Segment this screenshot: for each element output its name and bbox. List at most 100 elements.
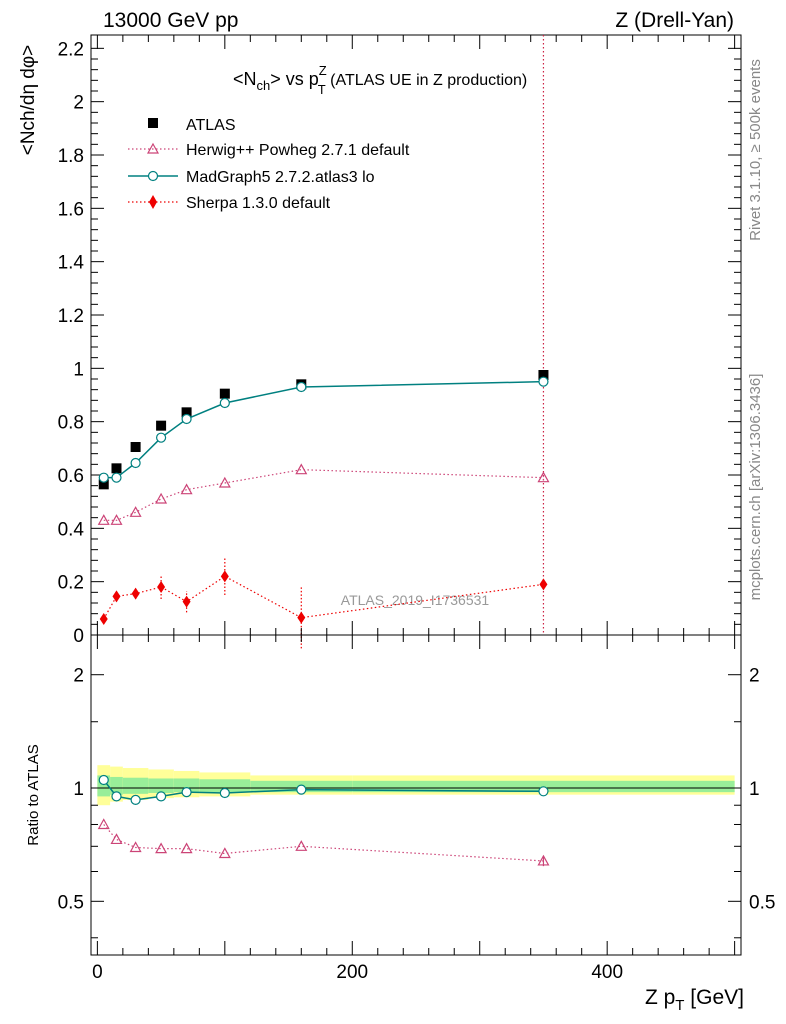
header-right: Z (Drell-Yan) xyxy=(615,9,734,32)
x-tick-label: 400 xyxy=(591,962,623,983)
legend-marker-atlas xyxy=(148,118,158,128)
rivet-label: Rivet 3.1.10, ≥ 500k events xyxy=(747,59,764,241)
madgraph-point xyxy=(111,472,122,483)
madgraph-point xyxy=(130,457,141,469)
ratio-y-axis: 0.5 0.5 1 1 2 2 xyxy=(58,666,775,939)
atlas-point xyxy=(156,420,167,431)
herwig-point xyxy=(97,818,110,830)
herwig-point xyxy=(218,847,231,859)
ratio-y-label: Ratio to ATLAS xyxy=(25,744,42,845)
series-line xyxy=(103,380,544,479)
main-ytick-label: 2 xyxy=(73,93,84,114)
title-ch: ch xyxy=(257,78,271,93)
band-green xyxy=(110,776,123,795)
ratio-ytick-label: 0.5 xyxy=(58,892,84,913)
main-ytick-label: 2.2 xyxy=(58,39,84,60)
watermark: ATLAS_2019_I1736531 xyxy=(341,592,490,608)
x-axis-label: Z pT [GeV] xyxy=(645,986,744,1014)
atlas-point xyxy=(181,407,192,418)
madgraph-point xyxy=(219,787,230,799)
herwig-point xyxy=(97,514,110,525)
madgraph-point xyxy=(98,774,109,786)
title-n: <N xyxy=(233,69,257,89)
sherpa-point xyxy=(297,611,306,624)
atlas-point xyxy=(98,479,109,490)
band-green xyxy=(199,779,251,793)
madgraph-point xyxy=(181,413,192,425)
ratio-series-group xyxy=(97,774,550,867)
sherpa-point xyxy=(112,590,121,603)
madgraph-point xyxy=(219,397,230,409)
main-y-label: <Nch/dη dφ> xyxy=(18,45,39,156)
main-ytick-label: 0.6 xyxy=(58,466,84,487)
watermark-group: ATLAS_2019_I1736531 xyxy=(341,592,490,608)
main-ytick-label: 1.6 xyxy=(58,199,84,220)
madgraph-point xyxy=(538,786,549,797)
herwig-point xyxy=(537,854,550,866)
madgraph-point xyxy=(296,381,307,393)
legend-label-herwig: Herwig++ Powheg 2.7.1 default xyxy=(186,142,410,159)
herwig-point xyxy=(537,471,550,483)
herwig-point xyxy=(218,476,231,488)
series-line xyxy=(103,469,544,521)
legend-marker-madgraph xyxy=(147,170,159,182)
legend-label-madgraph: MadGraph5 2.7.2.atlas3 lo xyxy=(186,169,375,186)
madgraph-point xyxy=(155,791,167,802)
herwig-point xyxy=(295,463,308,475)
ratio-ytick-label: 1 xyxy=(73,779,84,800)
herwig-point xyxy=(110,514,123,525)
main-y-axis: 0 0.2 0.4 0.6 0.8 1 1.2 1.4 1.6 1.8 2 2.2 xyxy=(58,39,741,647)
band-green xyxy=(173,778,200,793)
xlabel-b: [GeV] xyxy=(684,986,744,1009)
madgraph-point xyxy=(130,794,141,805)
title-sub: T xyxy=(318,82,326,97)
main-ytick-label: 1.4 xyxy=(58,253,85,274)
atlas-point xyxy=(111,463,122,474)
madgraph-point xyxy=(155,432,167,443)
ratio-panel-frame xyxy=(90,634,742,956)
sherpa-point xyxy=(131,587,140,600)
ratio-series-line xyxy=(103,824,544,862)
main-ytick-label: 1.2 xyxy=(58,306,84,327)
title-vs: > vs p xyxy=(270,69,319,89)
madgraph-point xyxy=(296,784,307,795)
legend-label-atlas: ATLAS xyxy=(186,117,236,134)
sherpa-point xyxy=(157,581,166,593)
band-green xyxy=(122,777,149,794)
x-tick-label: 200 xyxy=(336,962,368,983)
madgraph-point xyxy=(111,791,122,802)
sherpa-point xyxy=(539,578,548,591)
legend-label-sherpa: Sherpa 1.3.0 default xyxy=(186,195,331,212)
madgraph-point xyxy=(181,787,192,798)
legend: ATLAS Herwig++ Powheg 2.7.1 default MadG… xyxy=(128,117,410,212)
main-ytick-label: 1 xyxy=(73,359,84,380)
sherpa-point xyxy=(220,570,229,583)
x-axis: 0 200 400 xyxy=(92,35,736,983)
herwig-point xyxy=(129,841,142,853)
main-title: <Nch> vs pZ T (ATLAS UE in Z production) xyxy=(233,63,527,97)
ratio-ytick-label: 2 xyxy=(73,666,84,687)
main-ytick-label: 0.2 xyxy=(58,573,84,594)
legend-marker-herwig xyxy=(146,142,160,154)
herwig-point xyxy=(110,833,123,845)
madgraph-point xyxy=(98,472,109,483)
header-left: 13000 GeV pp xyxy=(103,9,238,32)
atlas-point xyxy=(219,388,230,399)
herwig-point xyxy=(155,842,168,854)
sherpa-point xyxy=(99,613,108,625)
xlabel-a: Z p xyxy=(645,986,675,1009)
mcplots-label: mcplots.cern.ch [arXiv:1306.3436] xyxy=(747,374,764,601)
herwig-point xyxy=(295,840,308,851)
sherpa-point xyxy=(182,595,191,608)
main-ytick-label: 0 xyxy=(73,626,84,647)
ratio-ytick-label-right: 2 xyxy=(749,666,760,687)
herwig-point xyxy=(155,492,168,504)
legend-marker-sherpa xyxy=(149,195,157,209)
main-ytick-label: 0.8 xyxy=(58,413,84,434)
ratio-ytick-label-right: 1 xyxy=(749,779,760,800)
herwig-point xyxy=(129,506,142,517)
ratio-ytick-label-right: 0.5 xyxy=(749,892,775,913)
x-tick-label: 0 xyxy=(92,962,103,983)
title-sup: Z xyxy=(319,63,327,78)
